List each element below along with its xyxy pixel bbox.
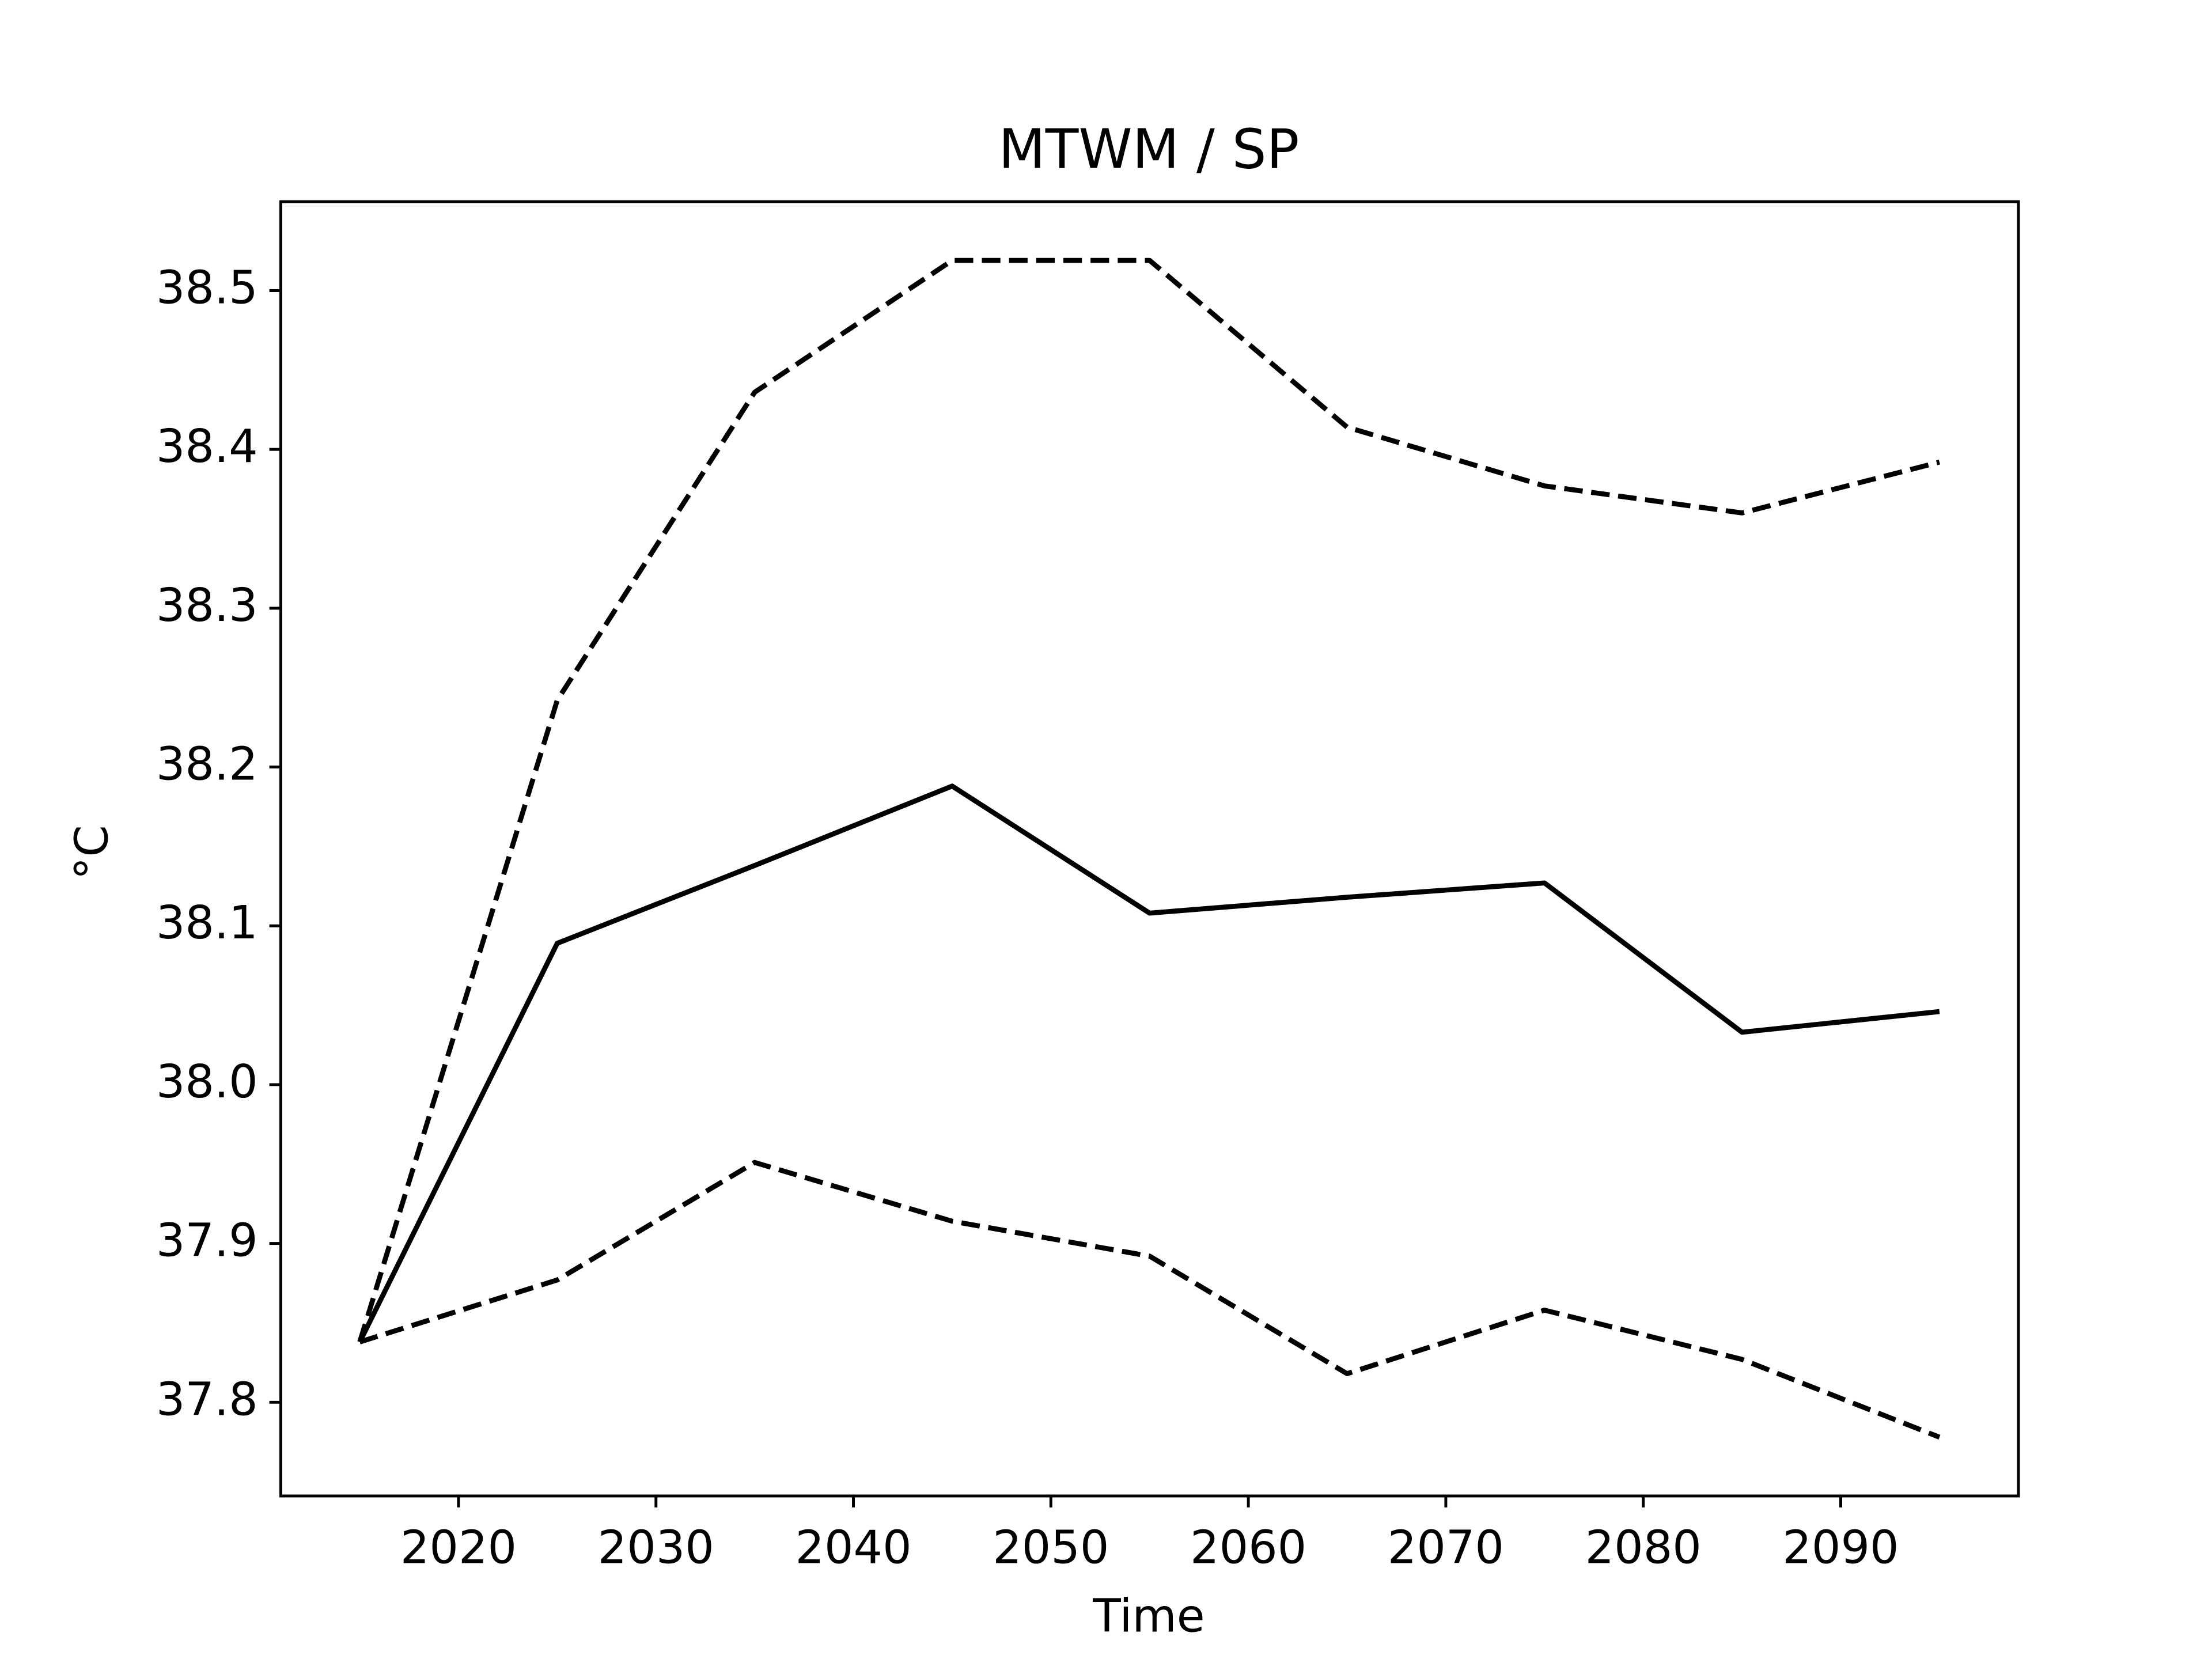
chart-title: MTWM / SP [998,118,1299,181]
y-tick-label: 38.5 [156,260,258,314]
y-tick-label: 38.2 [156,737,258,791]
y-tick-label: 38.3 [156,578,258,632]
series-line [357,783,1940,1343]
y-tick-label: 38.0 [156,1055,258,1108]
x-axis-label: Time [1092,1589,1205,1642]
x-tick-label: 2080 [1585,1520,1702,1574]
x-tick-label: 2030 [598,1520,714,1574]
series-line [359,1160,1941,1440]
x-tick-label: 2020 [400,1520,517,1574]
series-line [357,257,1940,1343]
y-tick-label: 38.4 [156,419,258,473]
plot-frame [279,200,2020,1498]
x-tick-label: 2060 [1190,1520,1306,1574]
x-tick-label: 2050 [993,1520,1109,1574]
y-tick-label: 37.8 [156,1372,258,1426]
y-tick-label: 37.9 [156,1214,258,1267]
x-tick-label: 2090 [1782,1520,1899,1574]
x-tick-label: 2040 [795,1520,911,1574]
x-tick-label: 2070 [1388,1520,1504,1574]
y-tick-label: 38.1 [156,896,258,949]
y-axis-label: °C [65,825,119,880]
